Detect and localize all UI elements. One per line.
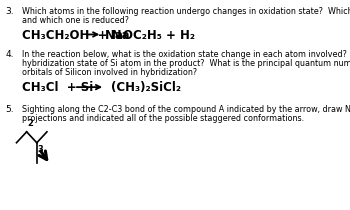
Text: CH₃Cl  + Si: CH₃Cl + Si [22, 81, 93, 94]
Text: projections and indicated all of the possible staggered conformations.: projections and indicated all of the pos… [22, 114, 304, 123]
Text: Which atoms in the following reaction undergo changes in oxidation state?  Which: Which atoms in the following reaction un… [22, 7, 350, 16]
Text: orbitals of Silicon involved in hybridization?: orbitals of Silicon involved in hybridiz… [22, 68, 197, 77]
Text: 3: 3 [37, 145, 43, 154]
Text: hybridization state of Si atom in the product?  What is the principal quantum nu: hybridization state of Si atom in the pr… [22, 59, 350, 68]
Text: 4.: 4. [5, 50, 14, 59]
Text: CH₃CH₂OH  + Na: CH₃CH₂OH + Na [22, 29, 130, 42]
Text: 3.: 3. [5, 7, 14, 16]
Text: and which one is reduced?: and which one is reduced? [22, 16, 129, 25]
Text: (CH₃)₂SiCl₂: (CH₃)₂SiCl₂ [111, 81, 181, 94]
Text: 2: 2 [27, 119, 33, 128]
Text: NaOC₂H₅ + H₂: NaOC₂H₅ + H₂ [105, 29, 195, 42]
Text: 5.: 5. [5, 105, 14, 114]
Text: In the reaction below, what is the oxidation state change in each atom involved?: In the reaction below, what is the oxida… [22, 50, 350, 59]
Text: Sighting along the C2-C3 bond of the compound A indicated by the arrow, draw New: Sighting along the C2-C3 bond of the com… [22, 105, 350, 114]
